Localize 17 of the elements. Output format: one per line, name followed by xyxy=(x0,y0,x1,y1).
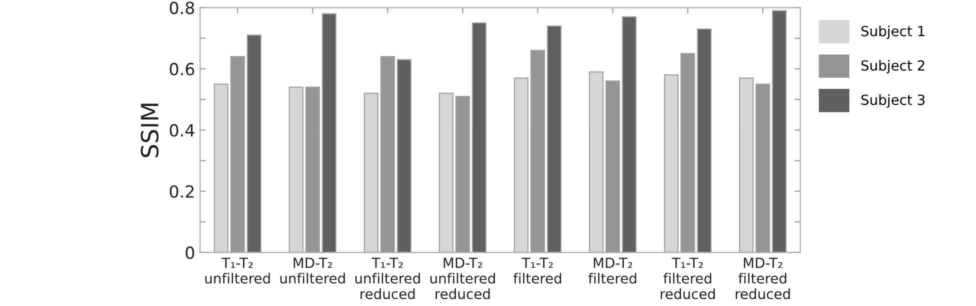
y-tick-label: 0.2 xyxy=(170,185,194,198)
x-tick-label: MD-T₂ filtered xyxy=(588,258,636,284)
x-tick-label: T₁-T₂ unfiltered reduced xyxy=(355,258,420,300)
x-tick-label: T₁-T₂ filtered reduced xyxy=(660,258,715,300)
legend-label: Subject 3 xyxy=(861,94,925,108)
y-tick-label: 0 xyxy=(186,246,194,260)
x-tick-label: MD-T₂ filtered reduced xyxy=(736,258,790,300)
x-tick-label: MD-T₂ unfiltered reduced xyxy=(430,258,495,300)
y-tick-label: 0.6 xyxy=(170,62,194,76)
legend-label: Subject 1 xyxy=(861,26,924,40)
x-tick-label: MD-T₂ unfiltered xyxy=(280,258,345,284)
x-tick-label: T₁-T₂ filtered xyxy=(513,258,562,284)
x-tick-label: T₁-T₂ unfiltered xyxy=(205,258,270,284)
legend-label: Subject 2 xyxy=(861,60,924,74)
y-tick-label: 0.4 xyxy=(170,124,194,137)
y-axis-title: SSIM xyxy=(140,104,159,158)
y-tick-label: 0.8 xyxy=(170,2,194,14)
